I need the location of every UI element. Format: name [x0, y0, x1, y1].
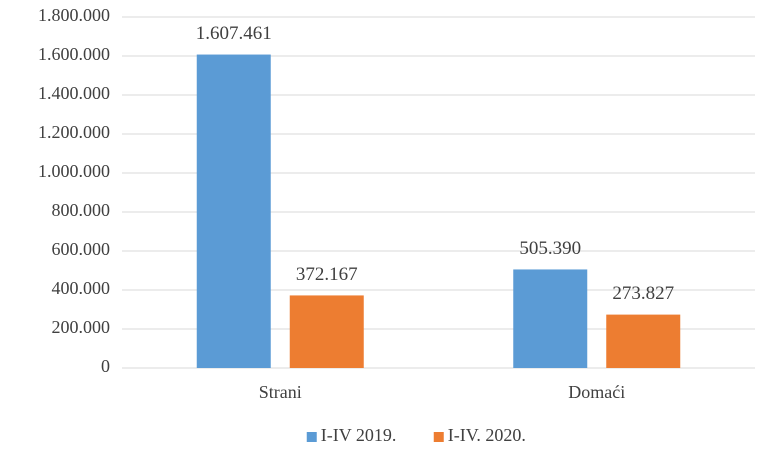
value-label: 1.607.461 — [196, 23, 272, 44]
bar — [513, 269, 588, 368]
bar — [606, 314, 681, 368]
y-tick-label: 400.000 — [52, 278, 111, 298]
y-tick-label: 800.000 — [52, 200, 111, 220]
legend-swatch — [306, 432, 317, 442]
y-tick-label: 1.000.000 — [38, 161, 110, 181]
y-tick-label: 600.000 — [52, 239, 111, 259]
x-tick-label: Domaći — [568, 382, 625, 402]
bar — [196, 54, 271, 368]
value-label: 505.390 — [519, 238, 581, 259]
legend-swatch — [433, 432, 444, 442]
y-tick-label: 1.600.000 — [38, 44, 110, 64]
bar — [289, 295, 364, 368]
value-label: 372.167 — [296, 264, 358, 285]
legend-label: I-IV 2019. — [321, 425, 397, 445]
x-tick-label: Strani — [259, 382, 302, 402]
y-tick-label: 1.200.000 — [38, 122, 110, 142]
value-label: 273.827 — [612, 283, 674, 304]
y-tick-label: 0 — [101, 356, 110, 376]
y-tick-label: 1.800.000 — [38, 5, 110, 25]
y-tick-label: 1.400.000 — [38, 83, 110, 103]
y-tick-label: 200.000 — [52, 317, 111, 337]
legend-label: I-IV. 2020. — [448, 425, 526, 445]
